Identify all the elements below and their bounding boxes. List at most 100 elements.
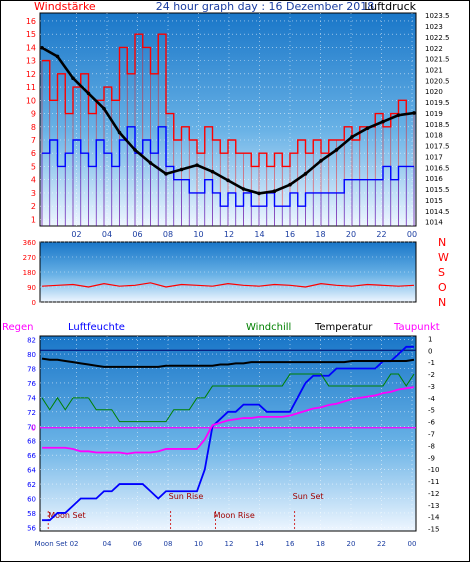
y-tick-right-top: 1021.5 [425, 56, 450, 64]
y-tick-left-top: 7 [31, 136, 36, 145]
x-tick-bottom: 22 [377, 540, 386, 548]
legend-regen: Regen [2, 322, 34, 333]
regen-zero-label: 0 [31, 424, 36, 433]
x-tick-bottom: 16 [286, 540, 295, 548]
point-luftdruck [257, 191, 261, 196]
y-tick-right-bottom: -13 [428, 502, 439, 510]
x-tick-bottom: 00 [408, 540, 417, 548]
y-tick-right-bottom: -8 [428, 442, 435, 450]
x-tick-bottom: 14 [255, 540, 264, 548]
y-tick-left-bottom: 80 [27, 351, 36, 359]
point-luftdruck [40, 45, 44, 50]
y-tick-right-top: 1014 [425, 219, 443, 227]
point-luftdruck [303, 172, 308, 176]
y-tick-right-top: 1022 [425, 45, 443, 53]
y-tick-right-top: 1018 [425, 132, 443, 140]
y-tick-left-top: 13 [26, 57, 36, 66]
y-tick-left-bottom: 62 [27, 481, 36, 489]
point-luftdruck [226, 178, 230, 183]
y-tick-left-bottom: 60 [27, 496, 36, 504]
point-luftdruck [133, 148, 137, 152]
y-tick-right-top: 1022.5 [425, 34, 450, 42]
series-line-windchill [41, 373, 415, 423]
y-tick-mid: 360 [23, 239, 36, 247]
legend-luftfeuchte: Luftfeuchte [68, 322, 125, 333]
y-tick-left-bottom: 66 [27, 452, 36, 460]
y-tick-right-bottom: -10 [428, 466, 439, 474]
point-luftdruck [148, 161, 153, 165]
y-tick-right-top: 1015.5 [425, 186, 450, 194]
y-tick-left-bottom: 68 [27, 438, 36, 446]
x-tick-top: 14 [254, 230, 264, 239]
point-luftdruck [365, 126, 370, 130]
point-luftdruck [272, 189, 277, 194]
y-tick-mid: 180 [23, 269, 36, 277]
y-tick-right-bottom: -14 [428, 514, 440, 522]
x-tick-top: 02 [71, 230, 81, 239]
y-tick-right-top: 1020 [425, 88, 443, 96]
y-tick-left-top: 4 [31, 176, 36, 185]
point-luftdruck [117, 130, 122, 135]
y-tick-right-top: 1020.5 [425, 77, 450, 85]
y-tick-left-bottom: 72 [27, 409, 36, 417]
legend-windchill: Windchill [246, 322, 291, 333]
left-axis-title: Windstärke [34, 0, 96, 13]
x-tick-top: 00 [407, 230, 417, 239]
y-tick-right-top: 1016.5 [425, 164, 450, 172]
point-luftdruck [195, 163, 199, 167]
point-luftdruck [319, 158, 323, 163]
y-tick-right-top: 1017 [425, 153, 443, 161]
x-tick-top: 06 [132, 230, 142, 239]
y-tick-right-bottom: -2 [428, 371, 435, 379]
x-tick-bottom: 04 [103, 540, 112, 548]
y-tick-left-top: 1 [31, 215, 36, 224]
x-tick-bottom: 06 [133, 540, 142, 548]
series-line-taupunkt [42, 386, 415, 455]
point-luftdruck [334, 148, 339, 152]
compass-label: O [438, 281, 447, 294]
series-line-luftfeuchte [42, 345, 414, 522]
series-line-windrichtung [41, 282, 415, 288]
x-tick-top: 16 [285, 230, 295, 239]
x-tick-bottom: Moon Set 02 [35, 540, 79, 548]
y-tick-right-top: 1015 [425, 197, 443, 205]
y-tick-left-top: 2 [31, 202, 36, 211]
point-luftdruck [55, 54, 60, 59]
x-tick-top: 04 [102, 230, 112, 239]
y-tick-mid: 0 [32, 299, 36, 307]
y-tick-right-bottom: -12 [428, 490, 439, 498]
compass-label: S [438, 266, 445, 279]
y-tick-left-bottom: 76 [27, 380, 36, 388]
y-tick-left-bottom: 56 [27, 524, 36, 532]
point-luftdruck [71, 76, 75, 81]
chart-title: 24 hour graph day : 16 Dezember 2018 [156, 0, 375, 13]
y-tick-left-bottom: 82 [27, 337, 36, 345]
y-tick-left-top: 14 [26, 43, 36, 52]
y-tick-right-bottom: -6 [428, 419, 436, 427]
y-tick-left-top: 10 [26, 96, 36, 105]
x-tick-top: 18 [315, 230, 325, 239]
y-tick-left-top: 16 [26, 17, 36, 26]
x-tick-bottom: 18 [316, 540, 325, 548]
y-tick-right-top: 1014.5 [425, 208, 450, 216]
x-tick-top: 22 [376, 230, 386, 239]
y-tick-right-top: 1019 [425, 110, 443, 118]
point-luftdruck [412, 111, 416, 115]
y-tick-left-top: 9 [31, 110, 36, 119]
y-tick-right-bottom: -5 [428, 407, 435, 415]
y-tick-left-top: 6 [31, 149, 36, 158]
y-tick-right-top: 1021 [425, 67, 443, 75]
y-tick-left-bottom: 78 [27, 366, 36, 374]
y-tick-right-top: 1019.5 [425, 99, 450, 107]
y-tick-mid: 90 [27, 284, 36, 292]
y-tick-right-top: 1017.5 [425, 143, 450, 151]
y-tick-left-top: 5 [31, 162, 36, 171]
y-tick-right-bottom: -15 [428, 526, 439, 534]
legend-taupunkt: Taupunkt [393, 322, 440, 333]
point-luftdruck [210, 169, 215, 174]
series-line-temperatur [41, 357, 415, 368]
point-luftdruck [381, 119, 385, 124]
y-tick-left-bottom: 58 [27, 510, 36, 518]
annotation-moon-set: Moon Set [48, 511, 85, 520]
